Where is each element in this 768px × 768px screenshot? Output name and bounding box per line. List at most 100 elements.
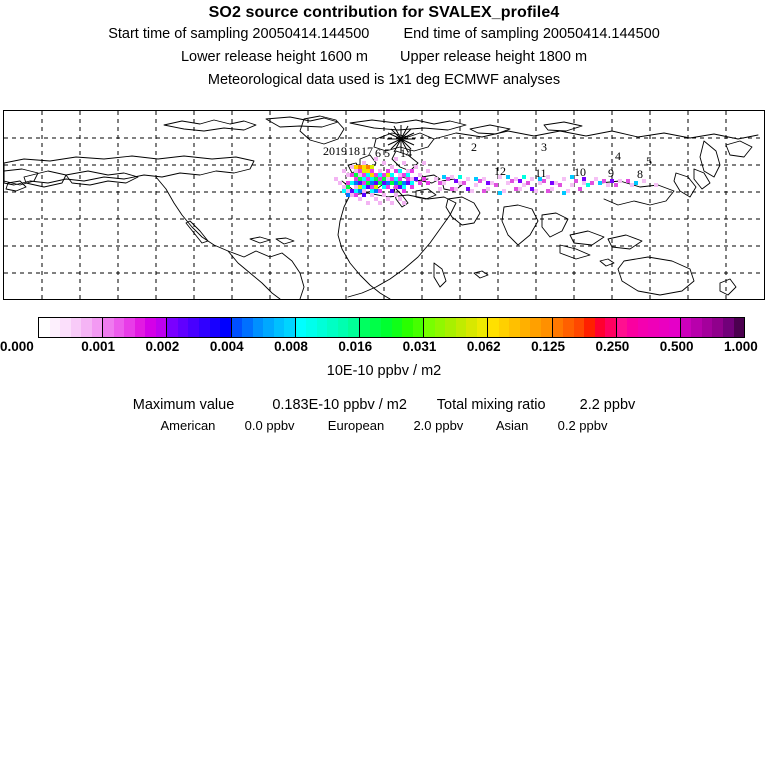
colorbar-step-7-4 [530,318,541,337]
colorbar-step-2-4 [209,318,221,337]
colorbar-step-4-1 [306,318,317,337]
colorbar-segment-6 [424,318,489,337]
colorbar-step-0-4 [81,318,92,337]
colorbar-step-8-4 [594,318,606,337]
colorbar-step-3-2 [252,318,264,337]
colorbar-tick-0.002: 0.002 [145,339,180,354]
colorbar-segment-0 [39,318,104,337]
colorbar-step-10-3 [712,318,723,337]
colorbar-step-4-5 [348,318,359,337]
colorbar-step-1-0 [103,318,114,337]
met-data-row: Meteorological data used is 1x1 deg ECMW… [0,69,768,92]
trajectory-day-label-9-12: 9 [608,166,614,180]
upper-release-height-label: Upper release height 1800 m [400,49,588,65]
sampling-times-row: Start time of sampling 20050414.144500 E… [0,23,768,46]
colorbar-segment-1 [103,318,168,337]
colorbar-tick-0.001: 0.001 [81,339,116,354]
colorbar-step-3-3 [263,318,274,337]
colorbar-step-10-5 [733,318,745,337]
map-coastlines [4,115,759,299]
maximum-value-label: Maximum value [132,397,235,413]
colorbar-segment-5 [359,318,425,337]
colorbar-step-0-1 [49,318,61,337]
colorbar-step-1-4 [145,318,156,337]
colorbar-step-4-2 [316,318,328,337]
total-mixing-ratio-value: 2.2 ppbv [579,397,636,413]
colorbar-step-3-0 [231,318,243,337]
colorbar-segment-10 [680,318,745,337]
colorbar-step-2-1 [177,318,189,337]
colorbar-step-7-1 [498,318,510,337]
colorbar-step-9-0 [616,318,628,337]
colorbar-step-5-5 [412,318,424,337]
colorbar-step-10-0 [680,318,692,337]
american-label: American [160,418,216,433]
colorbar-unit-label: 10E-10 ppbv / m2 [326,363,442,379]
colorbar-tick-0.016: 0.016 [338,339,373,354]
colorbar-step-3-5 [284,318,295,337]
colorbar-step-7-2 [509,318,520,337]
colorbar-tick-0.062: 0.062 [466,339,501,354]
colorbar-step-5-2 [381,318,392,337]
colorbar [38,317,745,338]
colorbar-step-4-4 [337,318,349,337]
page-title: SO2 source contribution for SVALEX_profi… [208,4,560,21]
colorbar-segment-8 [552,318,617,337]
colorbar-step-6-0 [424,318,435,337]
colorbar-step-5-1 [370,318,381,337]
footer-summary-row: Maximum value 0.183E-10 ppbv / m2 Total … [0,396,768,415]
colorbar-tick-0.031: 0.031 [402,339,437,354]
colorbar-step-9-4 [658,318,670,337]
trajectory-day-label-19-1: 19 [335,144,347,158]
asian-value: 0.2 ppbv [557,418,608,433]
colorbar-step-10-2 [701,318,713,337]
header-block: SO2 source contribution for SVALEX_profi… [0,0,768,92]
colorbar-step-10-1 [691,318,702,337]
plume-eastern-trail [434,175,658,195]
colorbar-step-5-0 [359,318,371,337]
colorbar-step-3-1 [242,318,253,337]
trajectory-day-label-8-15: 8 [637,167,643,181]
trajectory-day-label-14-6: 14 [400,146,412,160]
map-canvas: 20 19 18 17 6 5 14 2 3 12 11 10 9 4 5 8 [4,111,764,299]
colorbar-segment-7 [488,318,553,337]
colorbar-step-2-3 [198,318,210,337]
colorbar-step-1-3 [134,318,146,337]
colorbar-step-8-2 [573,318,585,337]
colorbar-tick-0.000: 0.000 [0,339,34,354]
colorbar-step-8-5 [605,318,616,337]
colorbar-tick-0.008: 0.008 [274,339,308,354]
colorbar-tick-0.004: 0.004 [209,339,244,354]
meteorological-data-label: Meteorological data used is 1x1 deg ECMW… [207,72,561,88]
colorbar-step-1-5 [155,318,167,337]
colorbar-step-0-0 [39,318,50,337]
colorbar-step-1-1 [113,318,125,337]
colorbar-step-9-3 [648,318,659,337]
colorbar-step-6-1 [434,318,446,337]
colorbar-step-7-3 [519,318,531,337]
release-point-starburst [387,125,415,153]
end-time-label: End time of sampling 20050414.144500 [403,26,660,42]
colorbar-tick-labels: 0.000 0.001 0.002 0.004 0.008 0.016 0.031 0.062… [0,339,768,355]
trajectory-day-label-4-13: 4 [615,149,621,163]
colorbar-segment-2 [167,318,232,337]
trajectory-day-label-6-4: 6 [375,146,381,160]
colorbar-step-0-3 [70,318,82,337]
colorbar-tick-0.250: 0.250 [595,339,630,354]
colorbar-step-6-4 [466,318,477,337]
colorbar-step-9-1 [627,318,638,337]
trajectory-day-label-18-2: 18 [348,144,360,158]
colorbar-step-8-0 [552,318,564,337]
colorbar-step-2-5 [220,318,231,337]
colorbar-step-7-5 [540,318,552,337]
colorbar-step-0-2 [60,318,71,337]
colorbar-step-10-4 [723,318,734,337]
colorbar-step-8-1 [563,318,574,337]
trajectory-day-label-17-3: 17 [361,144,373,158]
colorbar-step-6-3 [455,318,467,337]
colorbar-step-4-3 [327,318,338,337]
american-value: 0.0 ppbv [244,418,295,433]
colorbar-segment-3 [231,318,296,337]
trajectory-day-label-20-0: 20 [323,144,335,158]
